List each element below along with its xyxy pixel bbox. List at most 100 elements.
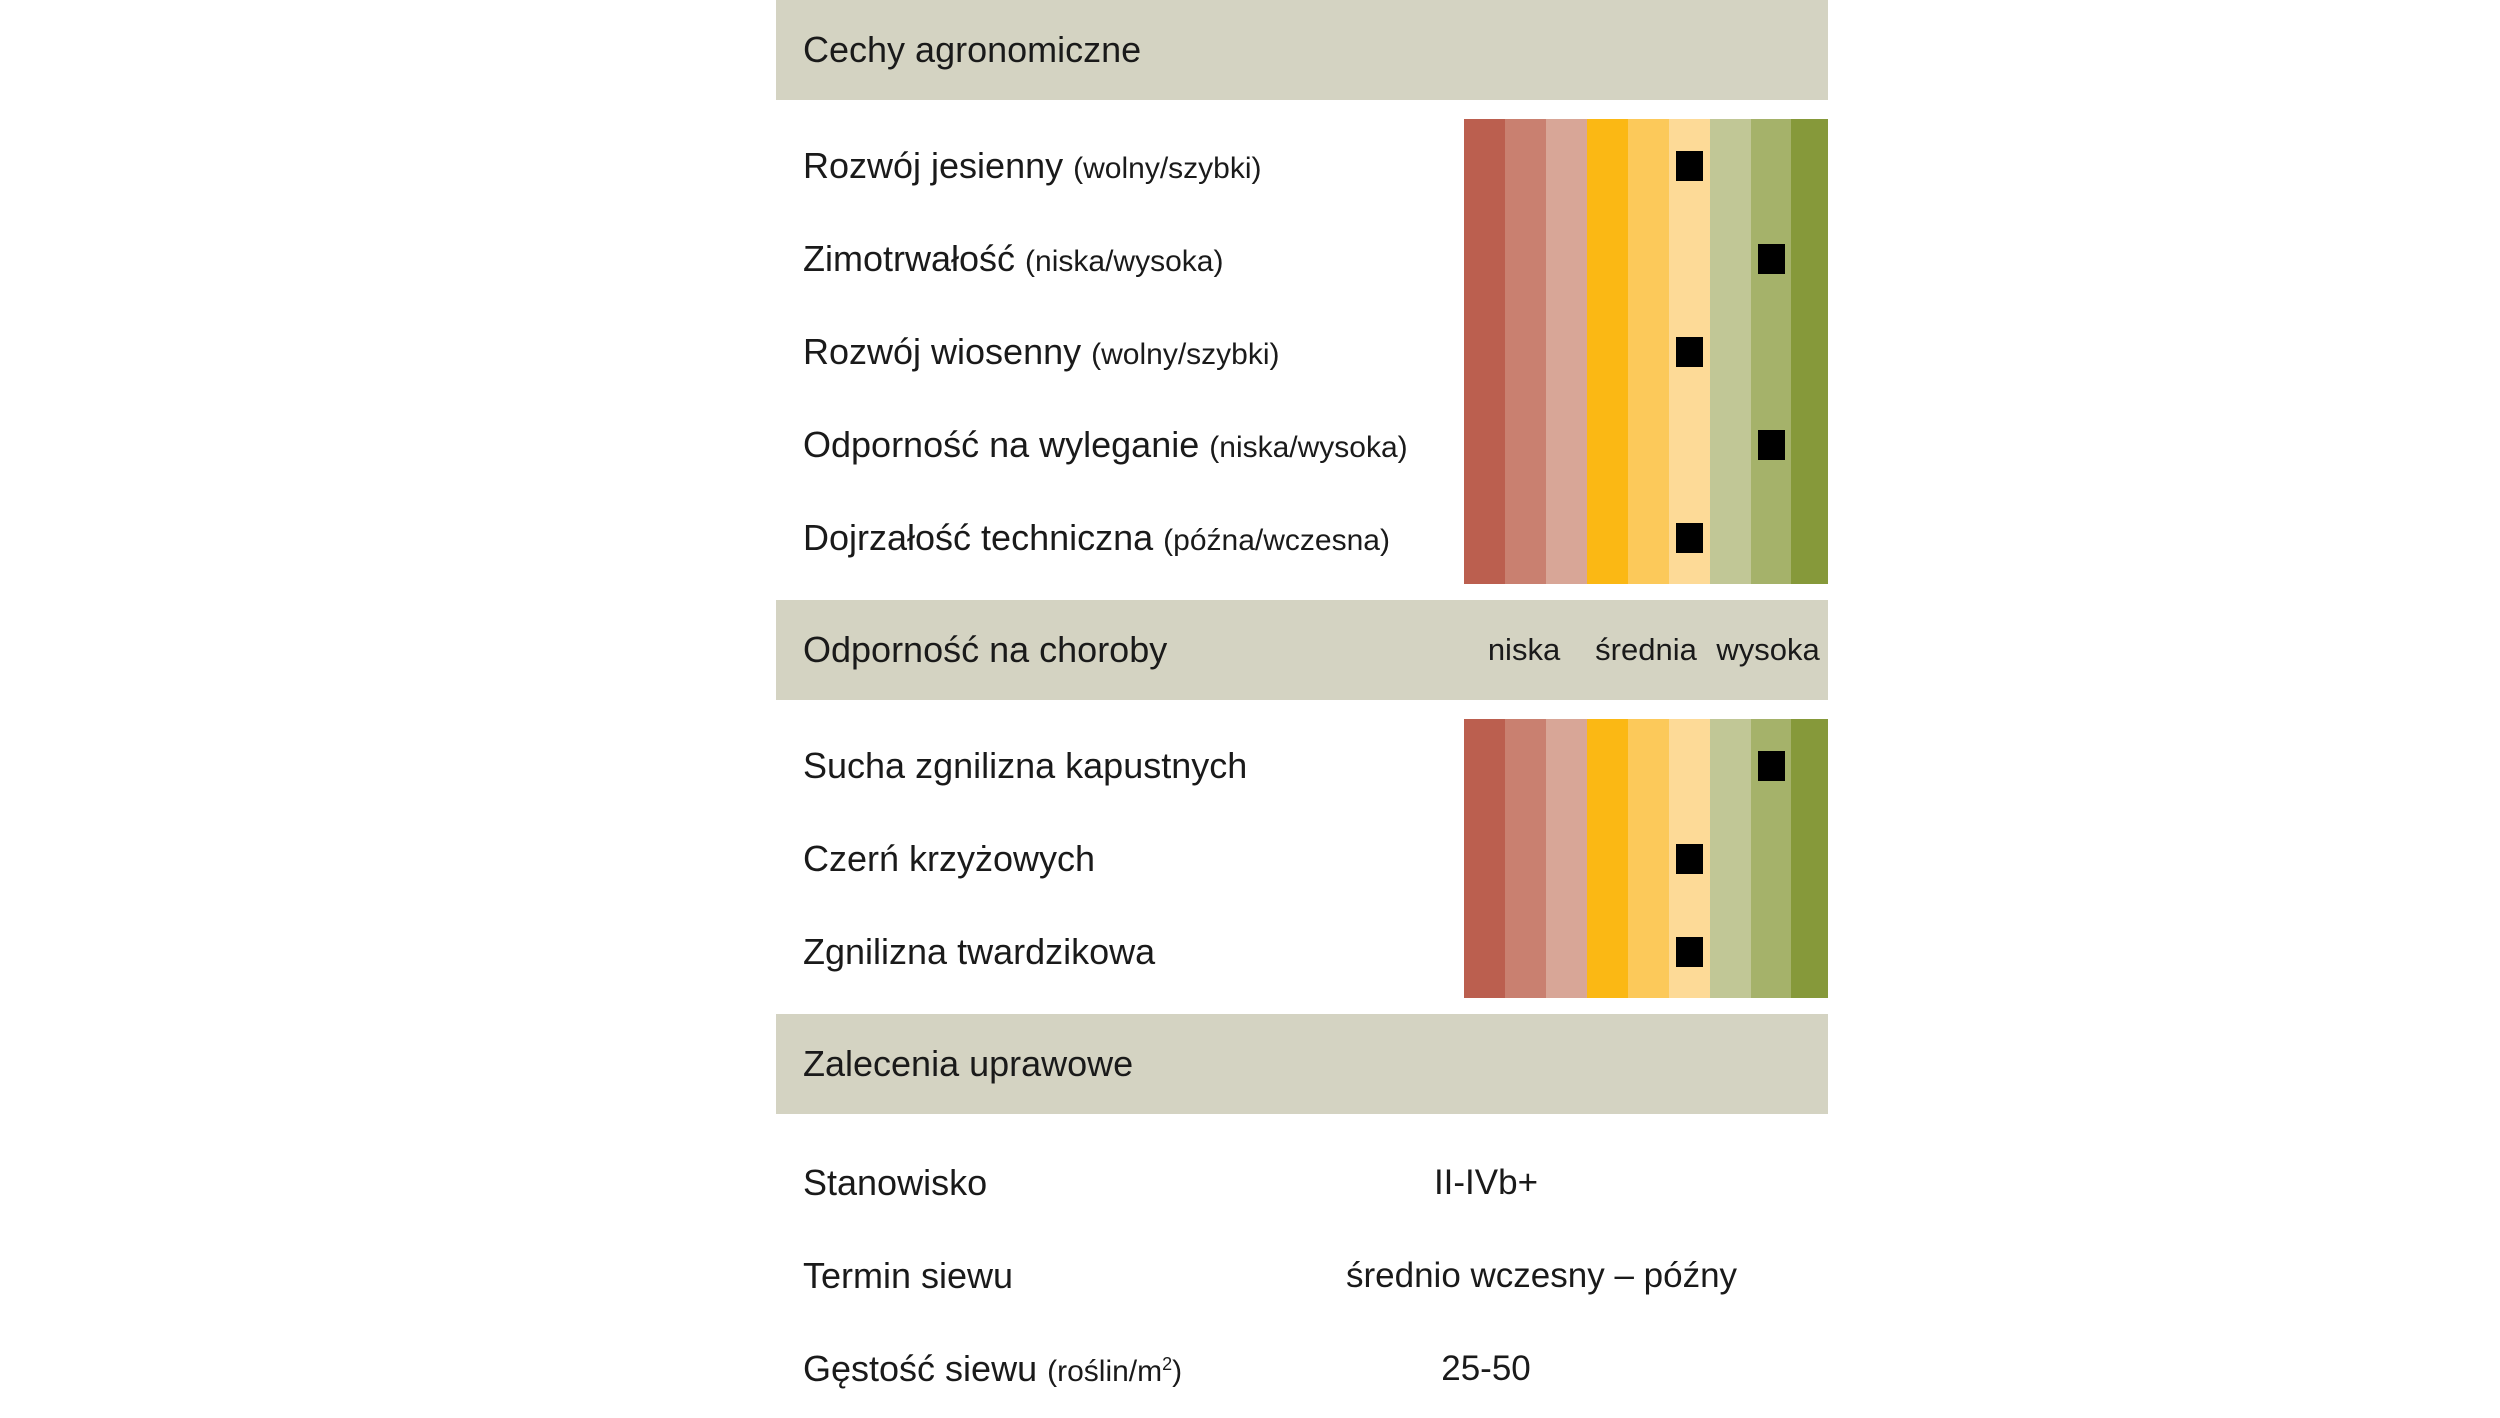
recommendation-unit: (roślin/m (1047, 1355, 1163, 1388)
scale-cell (1464, 905, 1505, 998)
trait-name: Rozwój jesienny (803, 145, 1064, 186)
scale-cell (1669, 719, 1710, 812)
trait-name: Dojrzałość techniczna (803, 517, 1154, 558)
scale-cell (1587, 719, 1628, 812)
scale-cell (1546, 812, 1587, 905)
disease-row-phoma: Sucha zgnilizna kapustnych (776, 719, 1828, 812)
scale-cell (1628, 719, 1669, 812)
section-title-recommendations: Zalecenia uprawowe (803, 1043, 1134, 1084)
section-title-disease: Odporność na choroby (803, 629, 1168, 670)
trait-hint: (późna/wczesna) (1163, 524, 1390, 557)
trait-name: Rozwój wiosenny (803, 331, 1082, 372)
trait-hint: (wolny/szybki) (1073, 152, 1262, 185)
recommendation-row-sowing-date: Termin siewu średnio wczesny – późny (776, 1229, 1828, 1322)
trait-row-lodging-resistance: Odporność na wyleganie (niska/wysoka) (776, 398, 1828, 491)
scale-cell (1710, 812, 1751, 905)
scale-cell (1751, 491, 1791, 584)
trait-hint: (niska/wysoka) (1209, 431, 1408, 464)
scale-cell (1710, 398, 1751, 491)
recommendation-name: Gęstość siewu (803, 1348, 1038, 1389)
section-header-disease: Odporność na choroby niska średnia wysok… (776, 600, 1828, 700)
scale-cell (1587, 212, 1628, 305)
scale-cell (1587, 398, 1628, 491)
scale-label-medium: średnia (1595, 632, 1697, 667)
scale-cell (1791, 812, 1828, 905)
rating-marker (1676, 337, 1703, 367)
scale-cell (1505, 398, 1546, 491)
disease-name: Sucha zgnilizna kapustnych (803, 745, 1248, 786)
scale-cell (1505, 719, 1546, 812)
scale-cell (1791, 119, 1828, 212)
rating-marker (1676, 844, 1703, 874)
trait-hint: (niska/wysoka) (1025, 245, 1224, 278)
scale-cell (1791, 305, 1828, 398)
rating-scale (1464, 119, 1828, 212)
disease-row-sclerotinia: Zgnilizna twardzikowa (776, 905, 1828, 998)
scale-cell (1464, 305, 1505, 398)
recommendation-value: 25-50 (1441, 1349, 1531, 1388)
scale-cell (1628, 905, 1669, 998)
trait-row-spring-development: Rozwój wiosenny (wolny/szybki) (776, 305, 1828, 398)
scale-cell (1464, 398, 1505, 491)
scale-cell (1791, 398, 1828, 491)
scale-cell (1751, 905, 1791, 998)
trait-row-technical-maturity: Dojrzałość techniczna (późna/wczesna) (776, 491, 1828, 584)
rating-scale (1464, 398, 1828, 491)
recommendation-value: średnio wczesny – późny (1346, 1256, 1738, 1295)
scale-cell (1546, 119, 1587, 212)
scale-cell (1464, 119, 1505, 212)
scale-cell (1587, 119, 1628, 212)
scale-cell (1546, 719, 1587, 812)
scale-cell (1791, 905, 1828, 998)
rating-marker (1758, 244, 1785, 274)
scale-cell (1587, 491, 1628, 584)
section-title-agronomic: Cechy agronomiczne (803, 29, 1142, 70)
trait-name: Odporność na wyleganie (803, 424, 1200, 465)
scale-cell (1791, 719, 1828, 812)
scale-cell (1710, 719, 1751, 812)
recommendation-name: Termin siewu (803, 1255, 1014, 1296)
scale-cell (1710, 119, 1751, 212)
scale-cell (1628, 491, 1669, 584)
scale-cell (1505, 491, 1546, 584)
scale-cell (1546, 491, 1587, 584)
scale-cell (1546, 905, 1587, 998)
rating-scale (1464, 305, 1828, 398)
rating-marker (1758, 430, 1785, 460)
scale-cell (1464, 212, 1505, 305)
scale-label-low: niska (1487, 632, 1561, 667)
scale-cell (1505, 119, 1546, 212)
rating-marker (1676, 523, 1703, 553)
disease-row-alternaria: Czerń krzyżowych (776, 812, 1828, 905)
rating-scale (1464, 491, 1828, 584)
scale-cell (1710, 212, 1751, 305)
unit-close: ) (1172, 1355, 1183, 1388)
recommendation-value: II-IVb+ (1433, 1163, 1539, 1202)
disease-name: Czerń krzyżowych (803, 838, 1096, 879)
section-header-recommendations: Zalecenia uprawowe (776, 1014, 1828, 1114)
scale-cell (1628, 398, 1669, 491)
rating-scale (1464, 812, 1828, 905)
trait-hint: (wolny/szybki) (1091, 338, 1280, 371)
disease-name: Zgnilizna twardzikowa (803, 931, 1156, 972)
scale-cell (1546, 398, 1587, 491)
trait-name: Zimotrwałość (803, 238, 1016, 279)
rating-scale (1464, 719, 1828, 812)
scale-cell (1505, 812, 1546, 905)
rating-marker (1676, 937, 1703, 967)
rating-scale (1464, 905, 1828, 998)
scale-cell (1505, 905, 1546, 998)
scale-cell (1669, 398, 1710, 491)
rating-marker (1758, 751, 1785, 781)
scale-cell (1710, 905, 1751, 998)
trait-row-winter-hardiness: Zimotrwałość (niska/wysoka) (776, 212, 1828, 305)
scale-cell (1505, 212, 1546, 305)
scale-cell (1628, 119, 1669, 212)
scale-cell (1751, 305, 1791, 398)
scale-cell (1464, 812, 1505, 905)
recommendation-name: Stanowisko (803, 1162, 988, 1203)
scale-cell (1710, 491, 1751, 584)
recommendation-row-site: Stanowisko II-IVb+ (776, 1136, 1828, 1229)
scale-cell (1587, 905, 1628, 998)
